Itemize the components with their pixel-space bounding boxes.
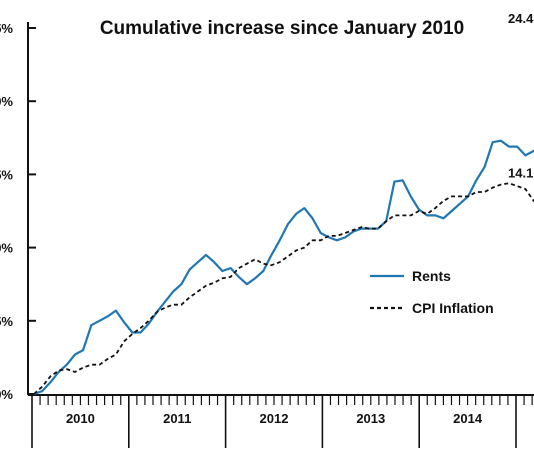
y-tick-label: 10% bbox=[0, 241, 13, 256]
x-tick-label: 2011 bbox=[163, 411, 191, 426]
x-tick-label: 2013 bbox=[356, 411, 385, 426]
series-layer bbox=[33, 139, 534, 396]
y-tick-label: 20% bbox=[0, 94, 13, 109]
x-tick-label: 2012 bbox=[260, 411, 289, 426]
chart-title: Cumulative increase since January 2010 bbox=[100, 18, 464, 39]
x-tick-label: 2010 bbox=[66, 411, 95, 426]
rents-line bbox=[33, 139, 534, 396]
cpi-end-label: 14.1 bbox=[508, 166, 533, 181]
cpi-inflation-line bbox=[33, 182, 534, 395]
y-tick-label: 15% bbox=[0, 167, 13, 182]
y-tick-label: 25% bbox=[0, 21, 13, 36]
legend-label: CPI Inflation bbox=[412, 300, 494, 316]
x-axis-ticks: 201020112012201320142015 bbox=[31, 395, 533, 448]
end-labels: 24.4 14.1 bbox=[508, 11, 534, 181]
x-tick-label: 2014 bbox=[453, 411, 483, 426]
rents-end-label: 24.4 bbox=[508, 11, 534, 26]
y-tick-label: 5% bbox=[0, 314, 13, 329]
y-axis-ticks: 0% 5% 10% 15% 20% 25% bbox=[0, 21, 36, 402]
y-tick-label: 0% bbox=[0, 387, 13, 402]
legend-label: Rents bbox=[412, 268, 451, 284]
legend: Rents CPI Inflation bbox=[370, 268, 494, 316]
axes bbox=[27, 22, 534, 396]
